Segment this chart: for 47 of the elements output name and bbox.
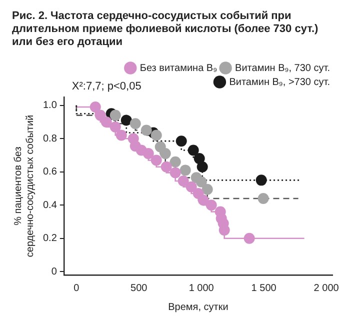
y-tick-label: 0.4	[42, 200, 58, 211]
point	[196, 176, 207, 188]
point	[218, 224, 230, 236]
x-tick-label: 2 000	[314, 282, 340, 294]
point	[178, 176, 189, 187]
y-axis-title: % пациентов без сердечно-сосудистых событий	[12, 114, 36, 258]
x-tick-label: 1 500	[251, 282, 277, 294]
y-tick-label: 0.2	[42, 233, 58, 244]
point	[116, 130, 127, 141]
point	[160, 148, 171, 160]
x-tick-label: 500	[130, 282, 148, 294]
point	[170, 167, 181, 178]
y-tick-label: 0	[51, 266, 58, 278]
y-tick-label: 0.6	[42, 166, 58, 178]
y-tick-label: 0.8	[42, 133, 58, 144]
point	[100, 116, 112, 128]
point	[206, 200, 217, 211]
point	[160, 161, 172, 172]
point	[130, 118, 141, 130]
point	[90, 101, 101, 112]
point	[256, 174, 267, 186]
legend-label: Витамин B₉, 730 сут.	[235, 62, 330, 74]
point	[186, 181, 197, 192]
point	[170, 156, 181, 168]
point	[110, 110, 121, 121]
point	[110, 121, 121, 132]
legend-label: Витамин B₉, >730 сут.	[229, 76, 330, 88]
point	[196, 161, 208, 172]
point	[188, 144, 199, 156]
point	[180, 164, 191, 176]
text: X²:7,7; p<0,05	[72, 80, 142, 93]
point	[150, 130, 162, 141]
point	[150, 154, 162, 166]
chart-title: Рис. 2. Частота сердечно-сосудистых событий при длительном приеме фолиевой кислоты (более 730 сут.) или без его дотации	[11, 9, 320, 49]
x-axis-title: Время, сутки	[168, 302, 228, 313]
point	[142, 148, 154, 160]
x-tick-label: 0	[74, 282, 80, 294]
y-tick-label: 1.0	[42, 100, 58, 112]
point	[202, 184, 213, 195]
legend-label: Без витамина B₉	[140, 62, 218, 74]
point	[198, 194, 209, 206]
point	[140, 124, 152, 136]
x-tick-label: 1 000	[188, 282, 214, 294]
point	[258, 192, 269, 204]
point	[120, 114, 132, 126]
point	[176, 136, 187, 147]
point	[244, 232, 255, 244]
